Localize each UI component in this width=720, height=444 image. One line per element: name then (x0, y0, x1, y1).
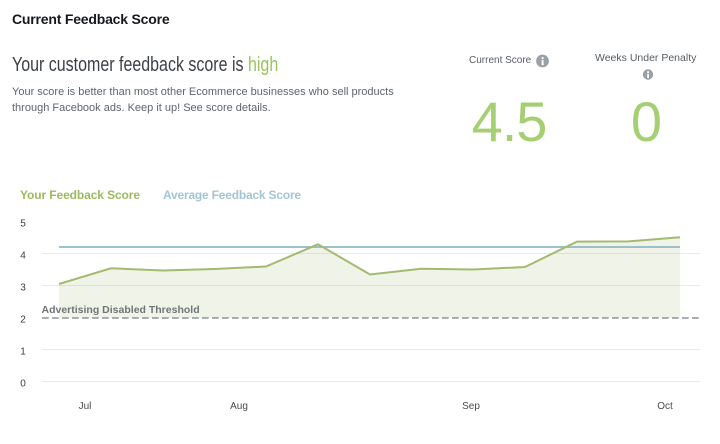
svg-text:Aug: Aug (230, 401, 248, 412)
svg-text:3: 3 (20, 283, 26, 294)
svg-text:1: 1 (20, 347, 26, 358)
svg-text:0: 0 (20, 379, 26, 390)
svg-text:Advertising Disabled Threshold: Advertising Disabled Threshold (42, 304, 200, 316)
svg-text:4: 4 (20, 251, 26, 262)
svg-text:Oct: Oct (657, 401, 673, 412)
svg-text:5: 5 (20, 219, 26, 230)
svg-text:Sep: Sep (462, 401, 480, 412)
svg-text:Jul: Jul (79, 401, 92, 412)
svg-text:2: 2 (20, 315, 26, 326)
